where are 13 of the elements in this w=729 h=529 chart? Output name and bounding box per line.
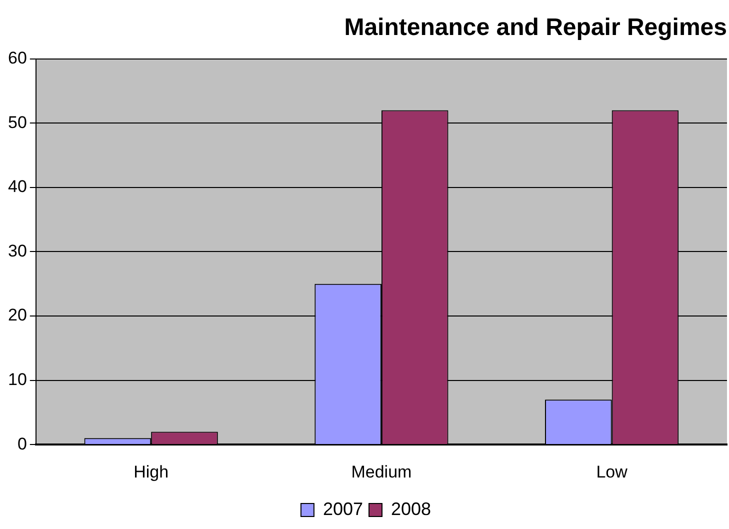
y-tick-label: 50 xyxy=(8,112,27,132)
legend-label: 2007 xyxy=(322,498,364,519)
y-tick-label: 30 xyxy=(8,241,27,260)
y-tick-label: 0 xyxy=(17,434,27,454)
y-tick-label: 40 xyxy=(8,177,27,196)
x-tick-label: Medium xyxy=(351,462,412,482)
x-tick-label: Low xyxy=(596,462,628,482)
chart-title: Maintenance and Repair Regimes xyxy=(344,14,727,42)
y-tick-label: 60 xyxy=(8,48,27,68)
y-tick-label: 10 xyxy=(8,370,27,389)
x-tick-label: High xyxy=(134,462,169,482)
y-tick-label: 20 xyxy=(8,306,27,325)
legend-label: 2008 xyxy=(391,498,432,519)
